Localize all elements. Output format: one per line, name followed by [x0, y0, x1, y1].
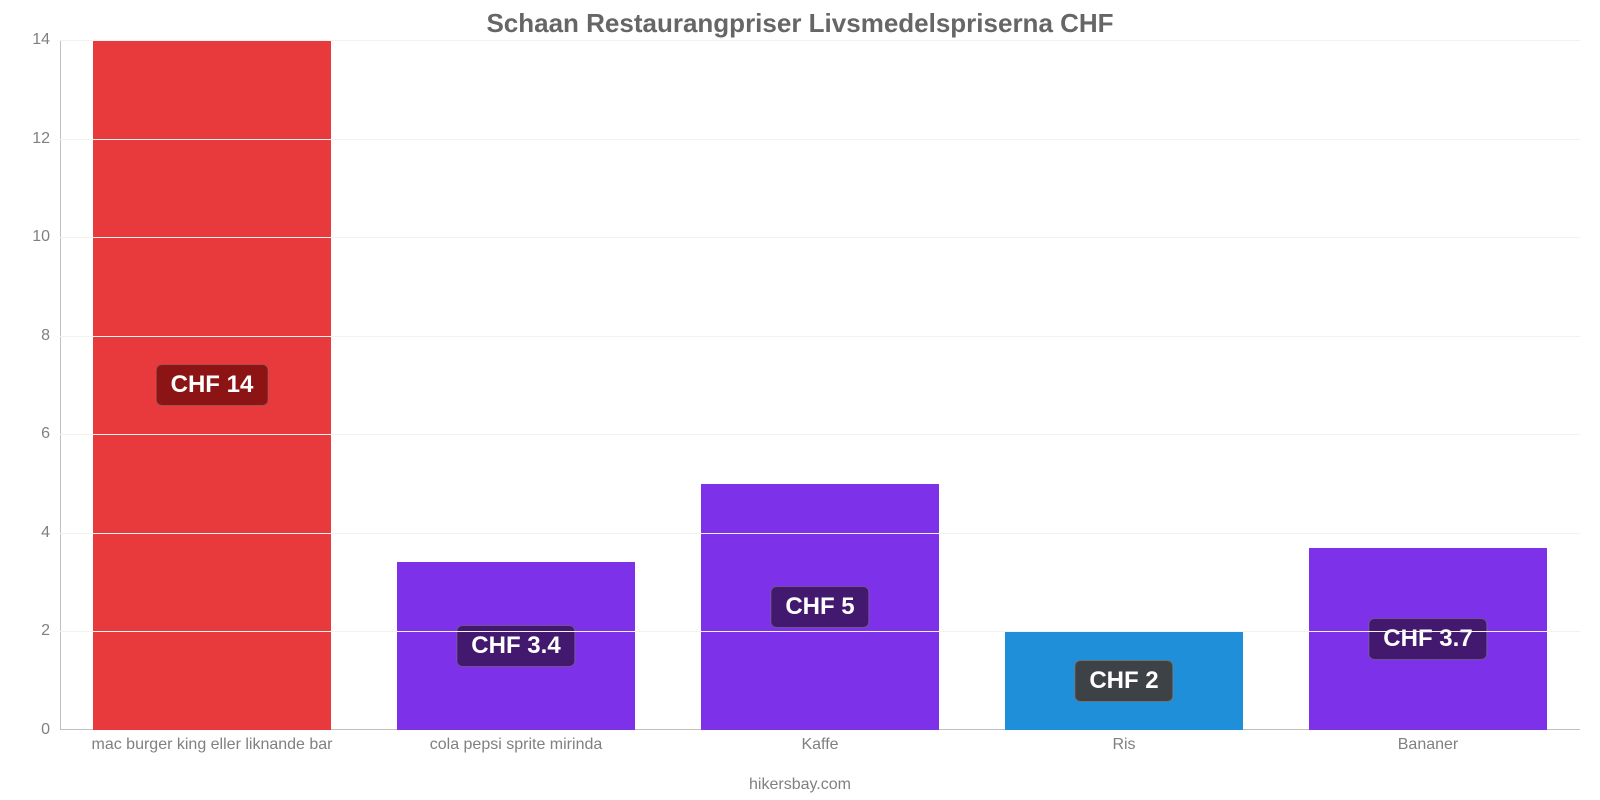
bar-value-badge: CHF 14: [156, 364, 269, 406]
y-tick-label: 14: [32, 31, 60, 49]
plot-area: CHF 14CHF 3.4CHF 5CHF 2CHF 3.7 024681012…: [60, 40, 1580, 730]
y-tick-label: 6: [41, 425, 60, 443]
grid-line: [60, 139, 1580, 140]
bar-value-badge: CHF 5: [770, 586, 869, 628]
grid-line: [60, 237, 1580, 238]
y-tick-label: 8: [41, 327, 60, 345]
chart-title: Schaan Restaurangpriser Livsmedelspriser…: [0, 8, 1600, 39]
x-tick-label: mac burger king eller liknande bar: [91, 736, 332, 754]
grid-line: [60, 533, 1580, 534]
bar-slot: CHF 14: [93, 40, 330, 730]
x-tick-label: Bananer: [1398, 736, 1459, 754]
bar-slot: CHF 3.4: [397, 40, 634, 730]
y-tick-label: 10: [32, 228, 60, 246]
price-bar-chart: Schaan Restaurangpriser Livsmedelspriser…: [0, 0, 1600, 800]
y-tick-label: 4: [41, 524, 60, 542]
grid-line: [60, 40, 1580, 41]
attribution-text: hikersbay.com: [0, 776, 1600, 794]
x-tick-label: cola pepsi sprite mirinda: [430, 736, 603, 754]
y-tick-label: 0: [41, 721, 60, 739]
x-tick-label: Ris: [1112, 736, 1135, 754]
bar-value-badge: CHF 3.7: [1368, 618, 1487, 660]
bar-slot: CHF 5: [701, 40, 938, 730]
bar-slot: CHF 2: [1005, 40, 1242, 730]
x-axis-labels: mac burger king eller liknande bar cola p…: [60, 736, 1580, 760]
x-tick-label: Kaffe: [801, 736, 838, 754]
y-tick-label: 12: [32, 130, 60, 148]
grid-line: [60, 336, 1580, 337]
bar-slot: CHF 3.7: [1309, 40, 1546, 730]
grid-line: [60, 631, 1580, 632]
bars-container: CHF 14 CHF 3.4 CHF 5 CHF 2 CHF 3.7: [60, 40, 1580, 730]
y-tick-label: 2: [41, 622, 60, 640]
grid-line: [60, 434, 1580, 435]
bar-value-badge: CHF 2: [1074, 660, 1173, 702]
